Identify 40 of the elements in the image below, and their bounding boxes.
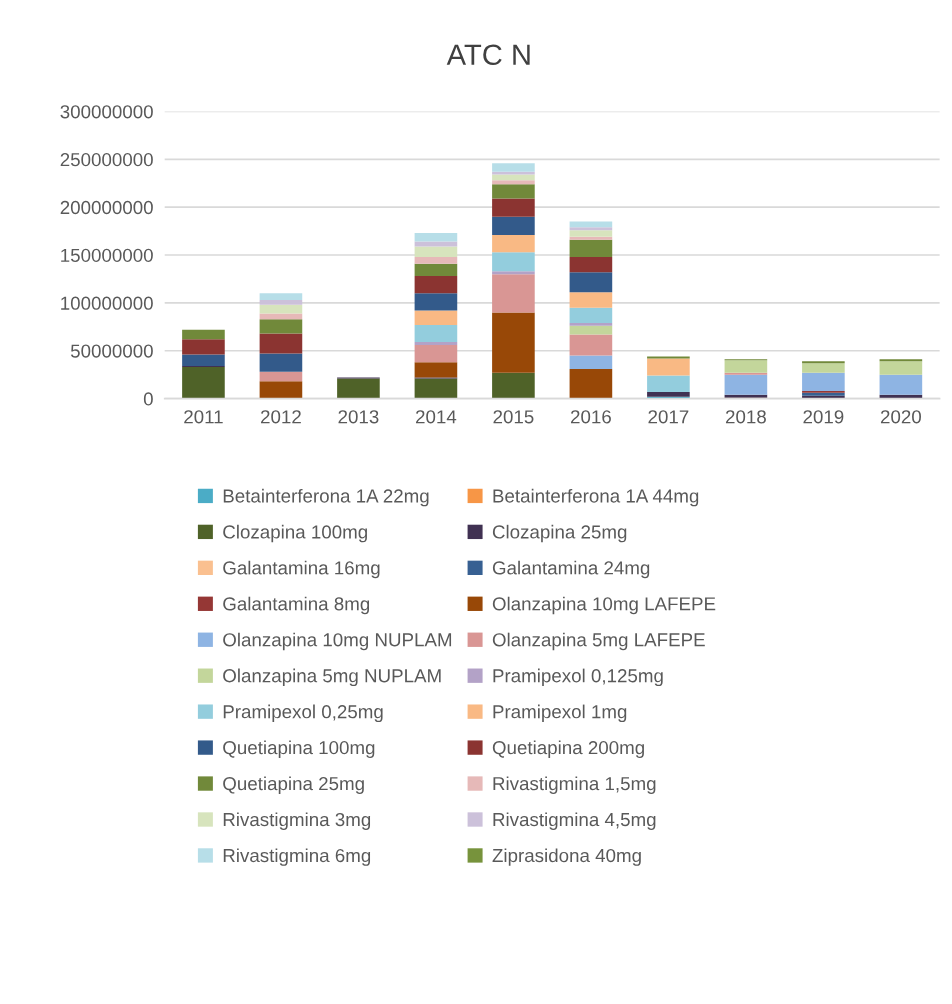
x-tick-label: 2012 [261,410,301,424]
legend-label: Olanzapina 5mg LAFEPE [492,632,705,651]
legend-label: Olanzapina 10mg LAFEPE [492,596,716,615]
x-tick-label: 2016 [571,410,611,424]
legend-label: Clozapina 100mg [223,524,367,543]
legend-label: Pramipexol 0,25mg [223,704,383,723]
legend-label: Clozapina 25mg [492,524,627,543]
x-tick-label: 2018 [725,410,766,424]
legend-label: Olanzapina 10mg NUPLAM [223,632,452,651]
legend-label: Ziprasidona 40mg [492,848,641,866]
y-tick-label: 50000000 [70,344,153,358]
x-tick-label: 2020 [880,410,921,424]
legend-label: Quetiapina 100mg [223,740,375,759]
legend-label: Galantamina 8mg [223,596,370,615]
legend-label: Galantamina 24mg [492,560,650,579]
legend-label: Pramipexol 1mg [493,704,627,723]
x-tick-label: 2019 [803,410,844,424]
x-tick-label: 2013 [338,410,379,424]
y-tick-label: 200000000 [60,200,153,215]
legend-label: Rivastigmina 4,5mg [493,812,656,830]
x-tick-label: 2014 [416,410,457,424]
y-tick-label: 100000000 [61,296,153,310]
legend-label: Quetiapina 25mg [223,776,364,794]
legend-label: Rivastigmina 6mg [223,848,371,866]
chart-title: ATC N [446,44,530,66]
x-tick-label: 2015 [493,410,534,424]
legend-label: Pramipexol 0,125mg [493,668,663,687]
legend-label: Betainterferona 1A 44mg [493,488,699,507]
legend-label: Galantamina 16mg [223,560,380,579]
x-tick-label: 2017 [648,410,689,424]
y-tick-label: 250000000 [60,153,153,167]
legend-label: Rivastigmina 3mg [223,812,371,830]
y-tick-label: 0 [143,392,153,406]
legend-label: Rivastigmina 1,5mg [493,776,656,794]
x-tick-label: 2011 [184,410,223,424]
legend-label: Quetiapina 200mg [492,740,644,759]
y-tick-label: 150000000 [61,248,153,262]
legend-label: Betainterferona 1A 22mg [223,488,429,507]
y-tick-label: 300000000 [60,105,153,119]
legend-label: Olanzapina 5mg NUPLAM [223,668,441,687]
